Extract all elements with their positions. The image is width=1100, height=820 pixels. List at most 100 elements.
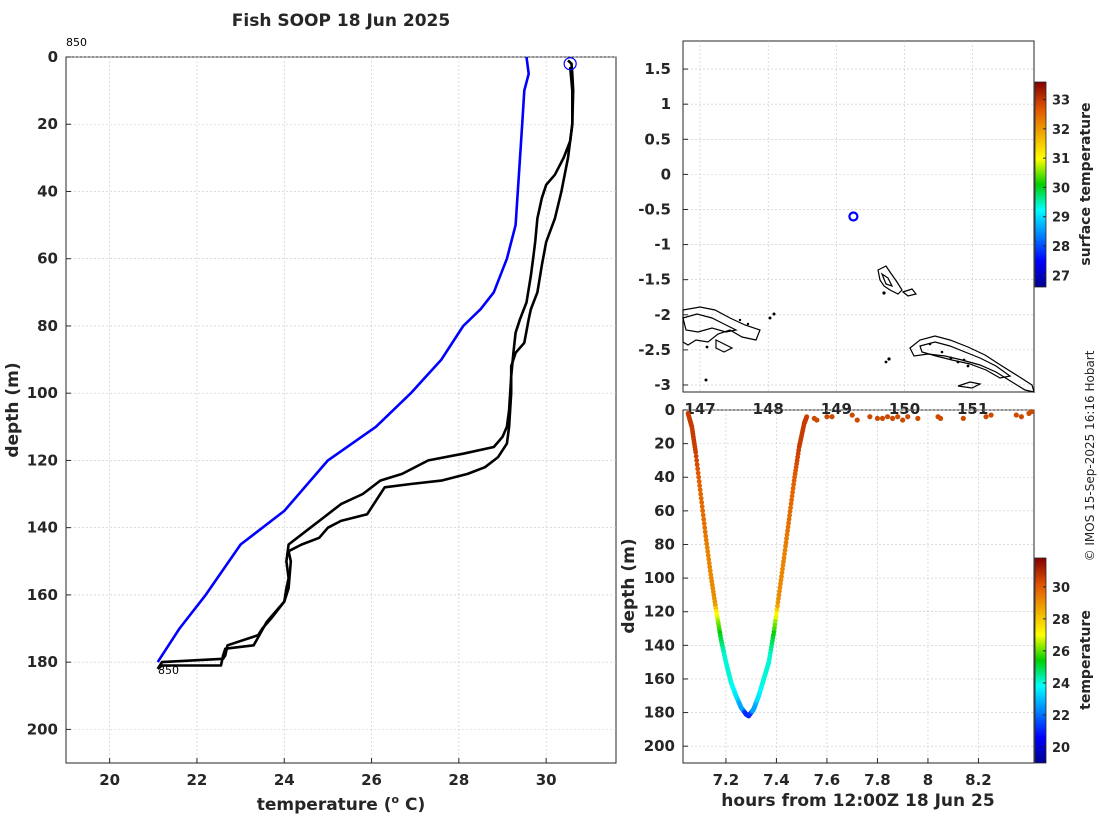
time-depth-surface-point xyxy=(1018,414,1024,420)
time-depth-surface-point xyxy=(983,414,989,420)
time-depth-point xyxy=(693,449,699,455)
profile-y-axis-label: depth (m) xyxy=(3,362,23,457)
time-depth-point xyxy=(695,466,701,472)
time-depth-point xyxy=(783,540,789,545)
map-colorbar-label: surface temperature xyxy=(1078,102,1094,265)
time-depth-y-tick-label: 80 xyxy=(654,535,675,553)
time-depth-point xyxy=(777,588,782,594)
profile-x-tick-label: 26 xyxy=(361,771,382,789)
temperature-colorbar-tick-label: 22 xyxy=(1052,709,1070,724)
map-y-tick-label: 0.5 xyxy=(644,130,671,148)
map-colorbar-tick-label: 33 xyxy=(1052,94,1070,109)
time-depth-y-tick-label: 0 xyxy=(665,401,675,419)
temperature-colorbar xyxy=(1034,557,1047,764)
time-depth-surface-point xyxy=(889,415,896,422)
time-depth-point xyxy=(775,599,781,605)
map-x-tick-label: 150 xyxy=(889,400,920,418)
time-depth-point xyxy=(781,555,787,561)
time-depth-point xyxy=(785,524,791,530)
time-depth-axes-box xyxy=(682,409,1035,764)
time-depth-point xyxy=(788,505,793,511)
time-depth-surface-point xyxy=(884,414,891,420)
time-depth-point xyxy=(778,577,784,583)
time-depth-surface-point xyxy=(867,414,873,420)
profile-line-up-cast xyxy=(156,66,574,670)
time-depth-surface-point xyxy=(1013,412,1019,418)
time-depth-point xyxy=(697,487,703,493)
time-depth-surface-point xyxy=(814,417,820,423)
time-depth-point xyxy=(774,607,780,613)
time-depth-point xyxy=(705,553,711,558)
time-depth-surface-point xyxy=(854,417,860,423)
profile-x-tick-label: 20 xyxy=(99,771,120,789)
map-x-tick-label: 149 xyxy=(821,400,852,418)
temperature-colorbar-tick-label: 24 xyxy=(1052,677,1070,692)
profile-y-tick-label: 160 xyxy=(27,586,58,604)
map-axes-box xyxy=(682,40,1035,393)
map-station-marker xyxy=(848,211,859,222)
time-depth-point xyxy=(772,625,777,631)
profile-annotation-bottom: 850 xyxy=(158,664,179,677)
profile-y-tick-label: 140 xyxy=(27,519,58,537)
map-y-tick-label: -2 xyxy=(654,306,671,324)
time-depth-surface-point xyxy=(937,415,944,422)
profile-y-tick-label: 120 xyxy=(27,451,58,469)
profile-y-tick-label: 0 xyxy=(48,48,58,66)
profile-y-tick-label: 60 xyxy=(37,250,58,268)
time-depth-point xyxy=(782,547,788,553)
temperature-colorbar-tick-label: 30 xyxy=(1052,581,1070,596)
time-depth-surface-point xyxy=(824,414,830,420)
time-depth-point xyxy=(790,485,796,491)
time-depth-point xyxy=(778,581,783,587)
time-depth-surface-point xyxy=(829,414,835,420)
time-depth-point xyxy=(780,566,785,572)
time-depth-point xyxy=(775,603,780,609)
map-y-tick-label: 1.5 xyxy=(644,60,671,78)
time-depth-point xyxy=(786,520,791,526)
time-depth-point xyxy=(697,483,703,489)
map-colorbar-tick-label: 27 xyxy=(1052,269,1070,284)
figure-title: Fish SOOP 18 Jun 2025 xyxy=(232,11,450,31)
time-depth-y-axis-label: depth (m) xyxy=(619,538,639,633)
time-depth-y-tick-label: 100 xyxy=(644,569,675,587)
time-depth-point xyxy=(783,543,788,549)
credit-text: © IMOS 15-Sep-2025 16:16 Hobart xyxy=(1083,350,1097,561)
time-depth-point xyxy=(779,574,784,579)
time-depth-x-tick-label: 7.2 xyxy=(713,771,740,789)
time-depth-surface-point xyxy=(849,412,855,418)
time-depth-surface-point xyxy=(874,415,881,422)
time-depth-point xyxy=(700,512,706,518)
time-depth-point xyxy=(706,560,712,566)
map-colorbar-tick-label: 31 xyxy=(1052,152,1070,167)
time-depth-point xyxy=(781,559,786,565)
time-depth-point xyxy=(774,610,779,616)
time-depth-point xyxy=(772,622,778,627)
time-depth-point xyxy=(788,501,794,507)
map-colorbar-tick-label: 30 xyxy=(1052,181,1070,196)
time-depth-point xyxy=(704,545,710,551)
map-y-tick-label: -1.5 xyxy=(638,271,671,289)
time-depth-y-tick-label: 200 xyxy=(644,737,675,755)
time-depth-point xyxy=(698,491,704,497)
profile-y-tick-label: 40 xyxy=(37,182,58,200)
profile-x-tick-label: 24 xyxy=(274,771,295,789)
time-depth-point xyxy=(699,500,705,505)
map-colorbar-tick-label: 28 xyxy=(1052,240,1070,255)
time-depth-point xyxy=(696,474,702,480)
time-depth-y-tick-label: 120 xyxy=(644,603,675,621)
profile-line-climatology xyxy=(156,56,530,663)
profile-y-tick-label: 100 xyxy=(27,384,58,402)
profile-y-tick-label: 200 xyxy=(27,720,58,738)
time-depth-x-tick-label: 8 xyxy=(923,771,933,789)
time-depth-point xyxy=(784,532,790,538)
map-x-tick-label: 148 xyxy=(753,400,784,418)
time-depth-x-tick-label: 8.2 xyxy=(965,771,992,789)
time-depth-point xyxy=(707,564,713,570)
time-depth-point xyxy=(782,551,787,557)
time-depth-point xyxy=(702,525,708,531)
map-colorbar-tick-label: 32 xyxy=(1052,123,1070,138)
profile-y-tick-label: 180 xyxy=(27,653,58,671)
time-depth-surface-point xyxy=(879,415,886,422)
time-depth-point xyxy=(702,529,708,535)
